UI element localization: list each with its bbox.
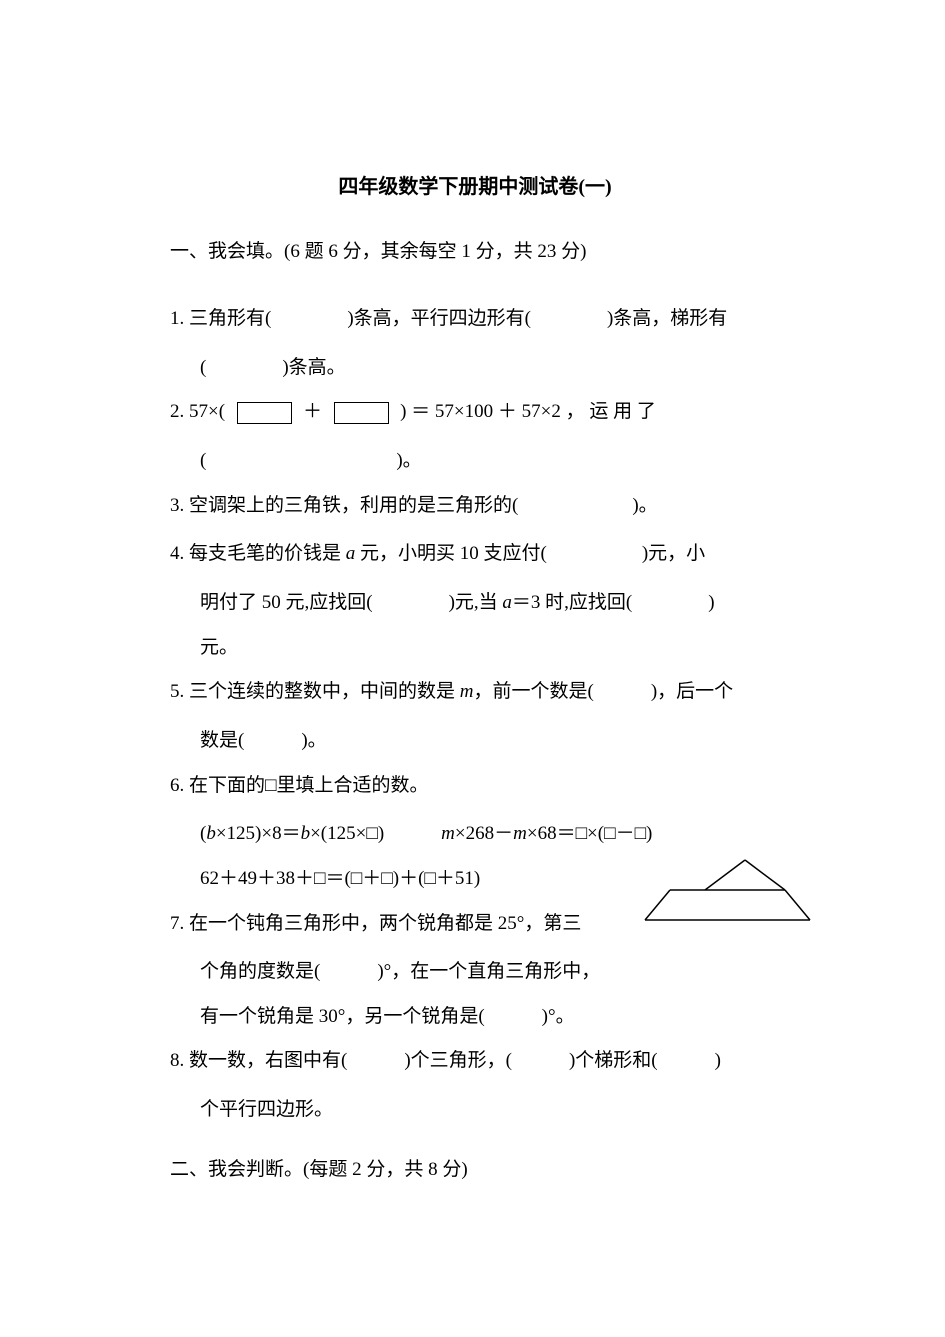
q4-num: 4. — [170, 543, 189, 564]
question-5: 5. 三个连续的整数中，中间的数是 m，前一个数是( )，后一个 — [170, 670, 780, 715]
q5-text1b: ，前一个数是( )，后一个 — [474, 681, 734, 702]
q4-text2b: ＝3 时,应找回( ) — [512, 592, 715, 613]
q1-num: 1. — [170, 308, 189, 329]
q6-var-b: b — [206, 823, 216, 844]
q2-pre: 57×( — [189, 401, 235, 422]
question-3: 3. 空调架上的三角铁，利用的是三角形的( )。 — [170, 484, 780, 529]
q7-num: 7. — [170, 913, 189, 934]
q6-eq1c: ×(125×□) — [310, 823, 384, 844]
q7-text1: 在一个钝角三角形中，两个锐角都是 25°，第三 — [189, 913, 581, 934]
question-8: 8. 数一数，右图中有( )个三角形，( )个梯形和( ) — [170, 1039, 780, 1084]
q2-box1[interactable] — [237, 402, 292, 424]
q2-plus: ＋ — [294, 401, 332, 422]
geometry-diagram — [640, 855, 815, 925]
q5-text1a: 三个连续的整数中，中间的数是 — [189, 681, 460, 702]
q8-text1: 数一数，右图中有( )个三角形，( )个梯形和( ) — [189, 1050, 721, 1071]
q5-var-m: m — [460, 681, 474, 702]
q6-gap — [384, 823, 441, 844]
q3-num: 3. — [170, 495, 189, 516]
q6-num: 6. — [170, 775, 189, 796]
q6-eq1b: ×125)×8＝ — [216, 823, 301, 844]
question-4: 4. 每支毛笔的价钱是 a 元，小明买 10 支应付( )元，小 — [170, 532, 780, 577]
q1-text1: 三角形有( )条高，平行四边形有( )条高，梯形有 — [189, 308, 727, 329]
question-4-cont1: 明付了 50 元,应找回( )元,当 a＝3 时,应找回( ) — [170, 581, 780, 626]
q4-text1b: 元，小明买 10 支应付( )元，小 — [355, 543, 705, 564]
q6-var-m: m — [441, 823, 455, 844]
question-1-cont: ( )条高。 — [170, 346, 780, 391]
q7-text2: 个角的度数是( )°，在一个直角三角形中， — [200, 961, 600, 982]
question-1: 1. 三角形有( )条高，平行四边形有( )条高，梯形有 — [170, 297, 780, 342]
question-6-eq1: (b×125)×8＝b×(125×□) m×268－m×68＝□×(□－□) — [170, 812, 780, 857]
q6-eq2b: ×68＝□×(□－□) — [527, 823, 653, 844]
q4-text2a: 明付了 50 元,应找回( )元,当 — [200, 592, 502, 613]
q2-post: ) ＝ 57×100 ＋ 57×2 ， 运 用 了 — [391, 401, 656, 422]
question-8-cont: 个平行四边形。 — [170, 1088, 780, 1133]
question-6: 6. 在下面的□里填上合适的数。 — [170, 764, 780, 809]
section-2-header: 二、我会判断。(每题 2 分，共 8 分) — [170, 1153, 780, 1187]
section-1-header: 一、我会填。(6 题 6 分，其余每空 1 分，共 23 分) — [170, 235, 780, 269]
question-2: 2. 57×( ＋ ) ＝ 57×100 ＋ 57×2 ， 运 用 了 — [170, 390, 780, 435]
q4-text1a: 每支毛笔的价钱是 — [189, 543, 346, 564]
q2-num: 2. — [170, 401, 189, 422]
q6-var-b2: b — [301, 823, 311, 844]
q6-var-m2: m — [513, 823, 527, 844]
question-7-cont2: 有一个锐角是 30°，另一个锐角是( )°。 — [170, 995, 780, 1040]
q3-text: 空调架上的三角铁，利用的是三角形的( )。 — [189, 495, 658, 516]
q4-var-a: a — [346, 543, 356, 564]
question-7-cont1: 个角的度数是( )°，在一个直角三角形中， — [170, 950, 780, 995]
question-4-cont2: 元。 — [170, 626, 780, 671]
q8-num: 8. — [170, 1050, 189, 1071]
exam-title: 四年级数学下册期中测试卷(一) — [170, 170, 780, 199]
q5-num: 5. — [170, 681, 189, 702]
question-2-cont: ( )。 — [170, 439, 780, 484]
question-5-cont: 数是( )。 — [170, 719, 780, 764]
q6-text1: 在下面的□里填上合适的数。 — [189, 775, 428, 796]
q2-box2[interactable] — [334, 402, 389, 424]
q4-var-a2: a — [502, 592, 512, 613]
q6-eq2a: ×268－ — [455, 823, 513, 844]
